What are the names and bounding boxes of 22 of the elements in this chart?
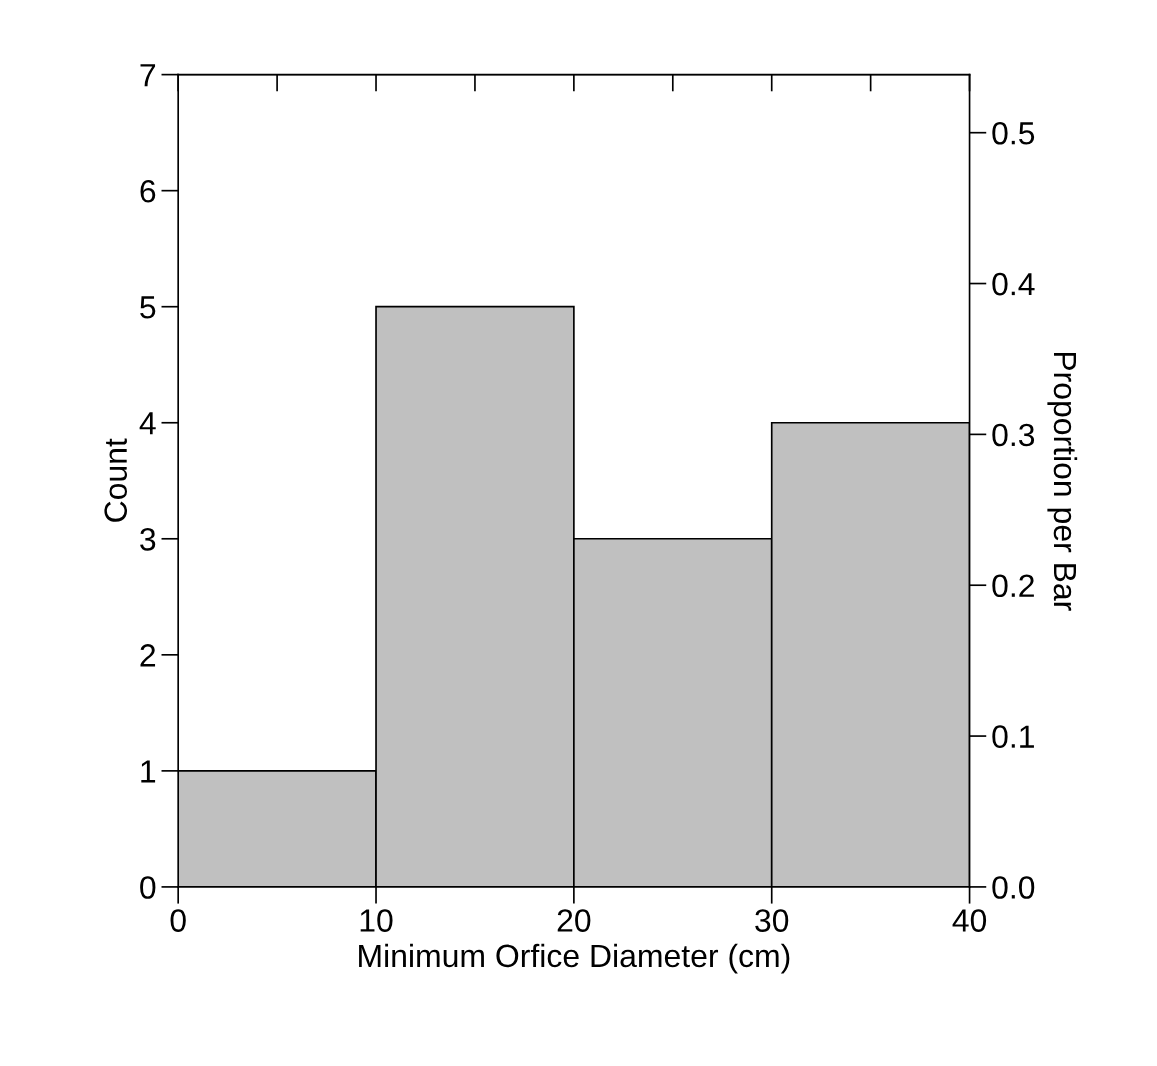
y2-tick-label: 0.1: [992, 725, 1034, 748]
x-axis-title: Minimum Orfice Diameter (cm): [359, 943, 790, 974]
y-tick-label: 5: [140, 296, 156, 319]
x-tick-label: 0: [170, 909, 186, 932]
y-axis-title: Count: [104, 438, 128, 522]
y-tick-label: 1: [141, 760, 156, 783]
y2-tick-label: 0.0: [992, 876, 1035, 899]
y2-tick-label: 0.4: [992, 272, 1035, 296]
y2-tick-label: 0.3: [992, 423, 1035, 447]
y-tick-label: 4: [139, 412, 156, 435]
y2-tick-label: 0.2: [992, 574, 1034, 598]
y-tick-label: 2: [140, 644, 156, 667]
y2-tick-label: 0.5: [992, 121, 1035, 145]
y-tick-label: 3: [140, 528, 156, 551]
x-tick-label: 10: [360, 909, 393, 932]
y-tick-label: 0: [140, 876, 156, 899]
x-tick-label: 20: [557, 909, 591, 932]
y-tick-label: 6: [140, 179, 156, 203]
y2-axis-title: Proportion per Bar: [1047, 352, 1078, 611]
y-tick-label: 7: [140, 64, 156, 87]
x-tick-label: 30: [755, 909, 789, 932]
x-tick-label: 40: [952, 909, 987, 932]
